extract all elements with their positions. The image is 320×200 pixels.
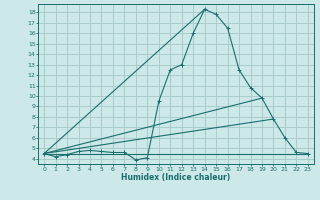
X-axis label: Humidex (Indice chaleur): Humidex (Indice chaleur) (121, 173, 231, 182)
